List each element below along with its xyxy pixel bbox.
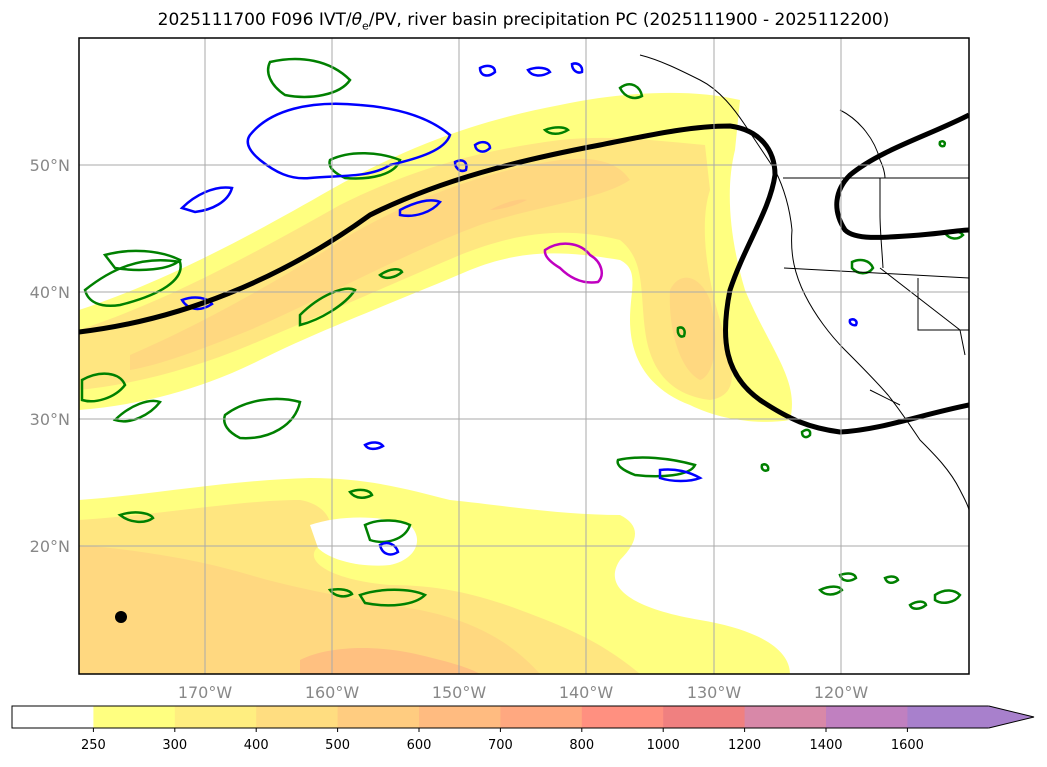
colorbar-segment [663,706,746,728]
colorbar-tick-label: 400 [244,738,269,753]
colorbar-tick-label: 800 [569,738,594,753]
lat-label: 30°N [30,410,70,429]
ivt-band-inner [130,158,630,370]
lat-label: 50°N [30,156,70,175]
colorbar-tick-label: 300 [162,738,187,753]
colorbar-tick-label: 500 [325,738,350,753]
station-marker [115,611,127,623]
colorbar: 250 300 400 500 600 700 800 1000 1200 1400 1600 [11,705,1035,753]
lon-label: 120°W [814,683,869,702]
lat-axis: 50°N 40°N 30°N 20°N [30,156,70,556]
map-border [78,37,970,675]
colorbar-tick-label: 700 [488,738,513,753]
lat-label: 20°N [30,537,70,556]
colorbar-segment [500,706,583,728]
lat-label: 40°N [30,283,70,302]
lon-label: 170°W [178,683,233,702]
lon-axis: 170°W 160°W 150°W 140°W 130°W 120°W [178,683,869,702]
magenta-contour [543,242,603,284]
colorbar-segment [93,706,176,728]
colorbar-tick-label: 1200 [728,738,761,753]
theta-e-contours [80,57,965,610]
colorbar-tick-label: 1000 [647,738,680,753]
lon-label: 150°W [432,683,487,702]
ivt-band-mid [79,137,732,400]
ivt-south-inner [79,545,540,674]
colorbar-tick-label: 1600 [891,738,924,753]
gridlines [79,38,969,674]
coastlines [639,54,969,511]
colorbar-segment [256,706,339,728]
ivt-south-core [300,648,480,674]
colorbar-segment [744,706,827,728]
colorbar-segment [907,706,990,728]
map-title: 2025111700 F096 IVT/θe/PV, river basin p… [157,10,890,33]
ivt-east-lobe [669,277,716,380]
colorbar-segment [174,706,257,728]
lon-label: 160°W [305,683,360,702]
colorbar-extend-arrow [988,705,1035,729]
lon-label: 140°W [559,683,614,702]
colorbar-segment [419,706,501,728]
map-area [79,38,969,674]
colorbar-segment [581,706,664,728]
colorbar-tick-label: 1400 [809,738,842,753]
ivt-core [490,199,527,210]
lon-label: 130°W [687,683,742,702]
colorbar-segment [12,706,94,728]
pv-contours [179,62,858,556]
colorbar-segment [826,706,908,728]
colorbar-tick-label: 600 [407,738,432,753]
colorbar-segment [337,706,420,728]
colorbar-tick-label: 250 [81,738,106,753]
